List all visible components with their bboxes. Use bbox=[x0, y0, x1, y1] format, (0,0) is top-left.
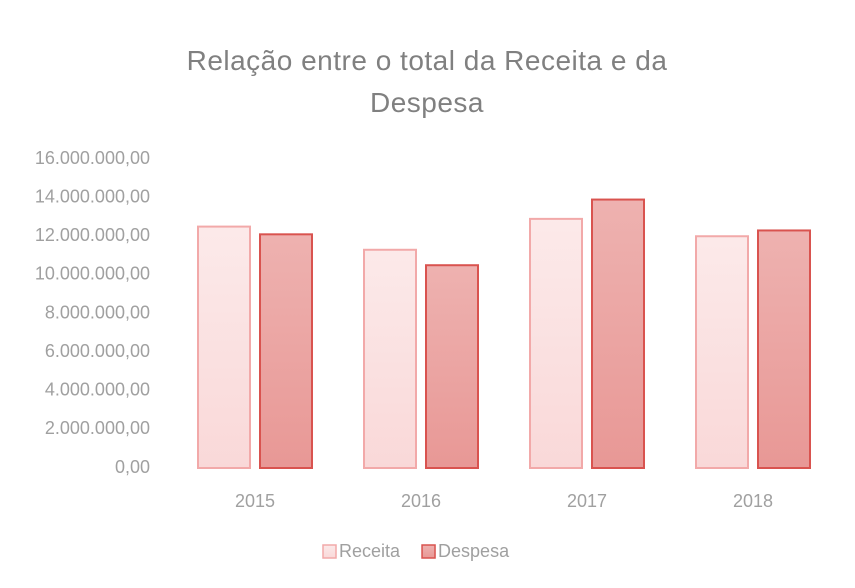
y-tick-label: 4.000.000,00 bbox=[45, 380, 150, 400]
legend-swatch bbox=[421, 544, 436, 559]
y-tick-label: 0,00 bbox=[115, 457, 150, 477]
legend-label: Despesa bbox=[438, 541, 510, 561]
bar bbox=[363, 248, 417, 469]
bar bbox=[591, 198, 645, 469]
y-tick-label: 14.000.000,00 bbox=[35, 186, 150, 206]
bar bbox=[757, 229, 811, 469]
y-tick-label: 8.000.000,00 bbox=[45, 302, 150, 322]
legend-swatch bbox=[322, 544, 337, 559]
y-tick-label: 6.000.000,00 bbox=[45, 341, 150, 361]
y-tick-label: 2.000.000,00 bbox=[45, 418, 150, 438]
chart-title: Relação entre o total da Receita e da De… bbox=[186, 45, 668, 118]
bar bbox=[197, 225, 251, 469]
x-tick-label: 2015 bbox=[235, 491, 275, 511]
y-tick-label: 12.000.000,00 bbox=[35, 225, 150, 245]
y-tick-label: 10.000.000,00 bbox=[35, 264, 150, 284]
bar bbox=[425, 264, 479, 469]
y-tick-label: 16.000.000,00 bbox=[35, 148, 150, 168]
x-tick-label: 2016 bbox=[401, 491, 441, 511]
bar bbox=[529, 217, 583, 469]
bar bbox=[259, 233, 313, 469]
x-tick-label: 2018 bbox=[733, 491, 773, 511]
bar bbox=[695, 235, 749, 469]
legend-label: Receita bbox=[339, 541, 401, 561]
x-tick-label: 2017 bbox=[567, 491, 607, 511]
